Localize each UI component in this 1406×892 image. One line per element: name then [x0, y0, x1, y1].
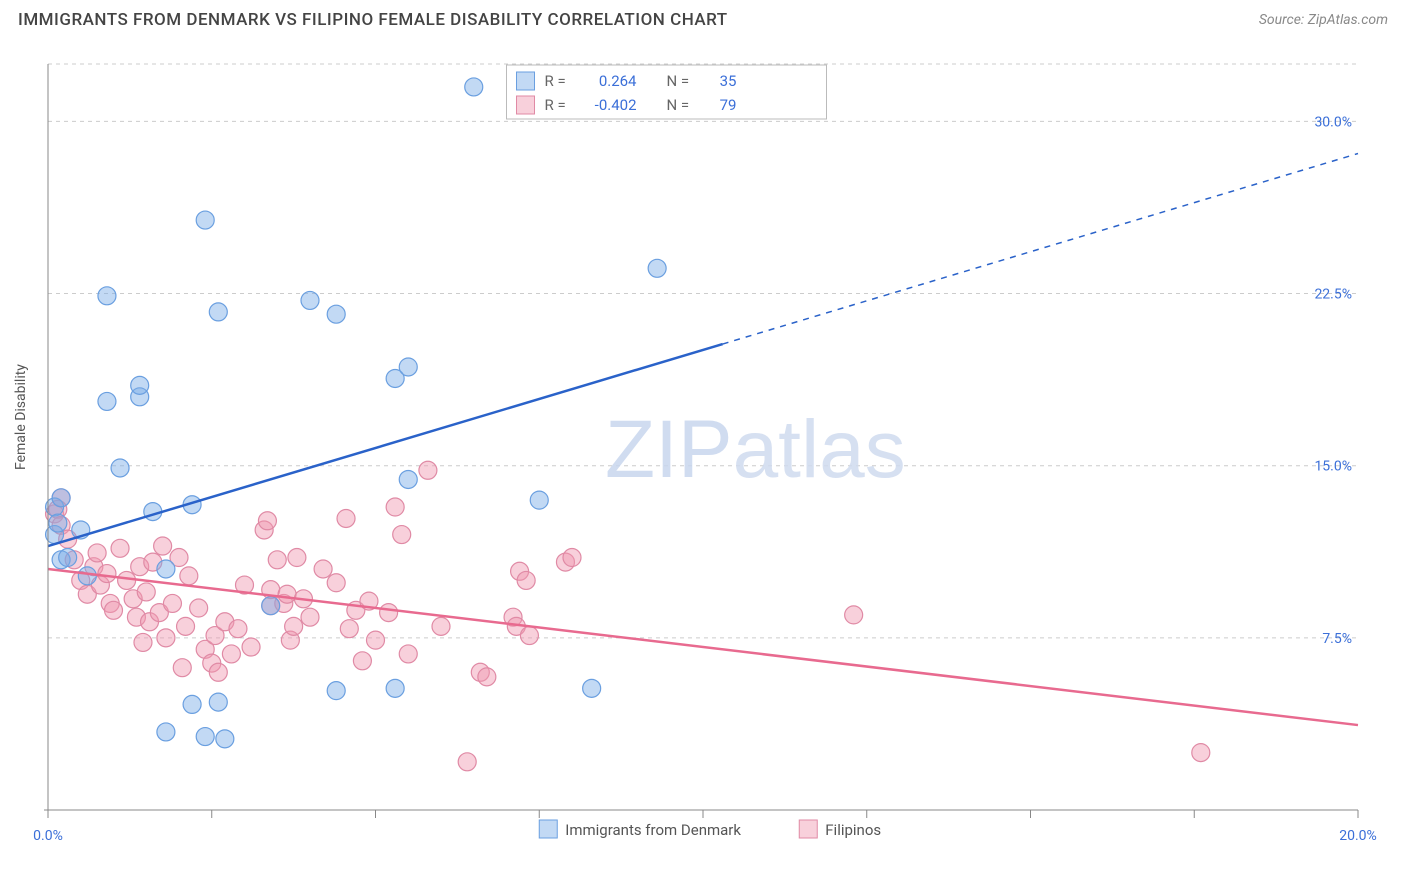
- data-point: [327, 682, 345, 700]
- legend-label-filipinos: Filipinos: [825, 821, 881, 839]
- data-point: [278, 585, 296, 603]
- data-point: [393, 526, 411, 544]
- data-point: [222, 645, 240, 663]
- trend-line-denmark-extrapolated: [723, 154, 1358, 345]
- data-point: [173, 659, 191, 677]
- data-point: [399, 470, 417, 488]
- data-point: [648, 259, 666, 277]
- data-point: [262, 597, 280, 615]
- data-point: [196, 728, 214, 746]
- data-point: [386, 679, 404, 697]
- data-point: [478, 668, 496, 686]
- data-point: [157, 723, 175, 741]
- data-point: [353, 652, 371, 670]
- data-point: [285, 617, 303, 635]
- data-point: [229, 620, 247, 638]
- y-axis-label: Female Disability: [13, 364, 29, 470]
- data-point: [314, 560, 332, 578]
- legend-r-value-denmark: 0.264: [599, 72, 637, 90]
- y-tick-label: 15.0%: [1314, 459, 1352, 475]
- legend-n-value-denmark: 35: [720, 72, 737, 90]
- data-point: [458, 753, 476, 771]
- chart-title: IMMIGRANTS FROM DENMARK VS FILIPINO FEMA…: [18, 10, 728, 30]
- data-point: [327, 574, 345, 592]
- legend-r-label: R =: [545, 72, 566, 90]
- data-point: [59, 549, 77, 567]
- data-point: [1192, 744, 1210, 762]
- source-name: ZipAtlas.com: [1308, 12, 1388, 28]
- x-tick-label: 0.0%: [33, 828, 63, 844]
- data-point: [88, 544, 106, 562]
- data-point: [163, 594, 181, 612]
- data-point: [98, 565, 116, 583]
- data-point: [134, 633, 152, 651]
- data-point: [180, 567, 198, 585]
- data-point: [98, 287, 116, 305]
- data-point: [118, 571, 136, 589]
- source-attribution: Source: ZipAtlas.com: [1259, 12, 1388, 28]
- data-point: [177, 617, 195, 635]
- data-point: [78, 567, 96, 585]
- data-point: [98, 392, 116, 410]
- data-point: [111, 459, 129, 477]
- data-point: [137, 583, 155, 601]
- watermark: ZIPatlas: [605, 404, 906, 495]
- data-point: [190, 599, 208, 617]
- data-point: [301, 291, 319, 309]
- data-point: [49, 514, 67, 532]
- legend-swatch-denmark: [517, 72, 535, 90]
- data-point: [111, 539, 129, 557]
- data-point: [419, 461, 437, 479]
- data-point: [105, 601, 123, 619]
- data-point: [196, 211, 214, 229]
- legend-label-denmark: Immigrants from Denmark: [565, 821, 741, 839]
- data-point: [563, 549, 581, 567]
- data-point: [845, 606, 863, 624]
- data-point: [432, 617, 450, 635]
- legend-n-label: N =: [667, 72, 690, 90]
- source-prefix: Source:: [1259, 12, 1308, 28]
- data-point: [337, 509, 355, 527]
- data-point: [131, 376, 149, 394]
- y-tick-label: 7.5%: [1322, 631, 1352, 647]
- data-point: [386, 498, 404, 516]
- data-point: [258, 512, 276, 530]
- legend-n-label: N =: [667, 96, 690, 114]
- data-point: [340, 620, 358, 638]
- data-point: [268, 551, 286, 569]
- y-tick-label: 30.0%: [1314, 114, 1352, 130]
- data-point: [154, 537, 172, 555]
- data-point: [517, 571, 535, 589]
- x-tick-label: 20.0%: [1339, 828, 1377, 844]
- legend-r-value-filipinos: -0.402: [595, 96, 637, 114]
- data-point: [367, 631, 385, 649]
- legend-r-label: R =: [545, 96, 566, 114]
- data-point: [157, 560, 175, 578]
- data-point: [301, 608, 319, 626]
- data-point: [209, 663, 227, 681]
- data-point: [209, 693, 227, 711]
- data-point: [399, 645, 417, 663]
- data-point: [157, 629, 175, 647]
- data-point: [520, 627, 538, 645]
- legend-n-value-filipinos: 79: [720, 96, 737, 114]
- legend-swatch-filipinos: [799, 820, 817, 838]
- data-point: [465, 78, 483, 96]
- legend-swatch-denmark: [539, 820, 557, 838]
- legend-swatch-filipinos: [517, 96, 535, 114]
- data-point: [209, 303, 227, 321]
- data-point: [242, 638, 260, 656]
- data-point: [327, 305, 345, 323]
- data-point: [288, 549, 306, 567]
- data-point: [399, 358, 417, 376]
- data-point: [52, 489, 70, 507]
- data-point: [583, 679, 601, 697]
- chart-container: Female Disability 7.5%15.0%22.5%30.0%ZIP…: [18, 50, 1388, 880]
- data-point: [380, 604, 398, 622]
- correlation-scatter-chart: 7.5% 15.0% 22.5% 30.0% ZIPatlas 0.0% 20.0% R = 0…: [18, 50, 1388, 880]
- data-point: [530, 491, 548, 509]
- data-point: [216, 730, 234, 748]
- y-tick-label: 22.5%: [1314, 287, 1352, 303]
- data-point: [183, 695, 201, 713]
